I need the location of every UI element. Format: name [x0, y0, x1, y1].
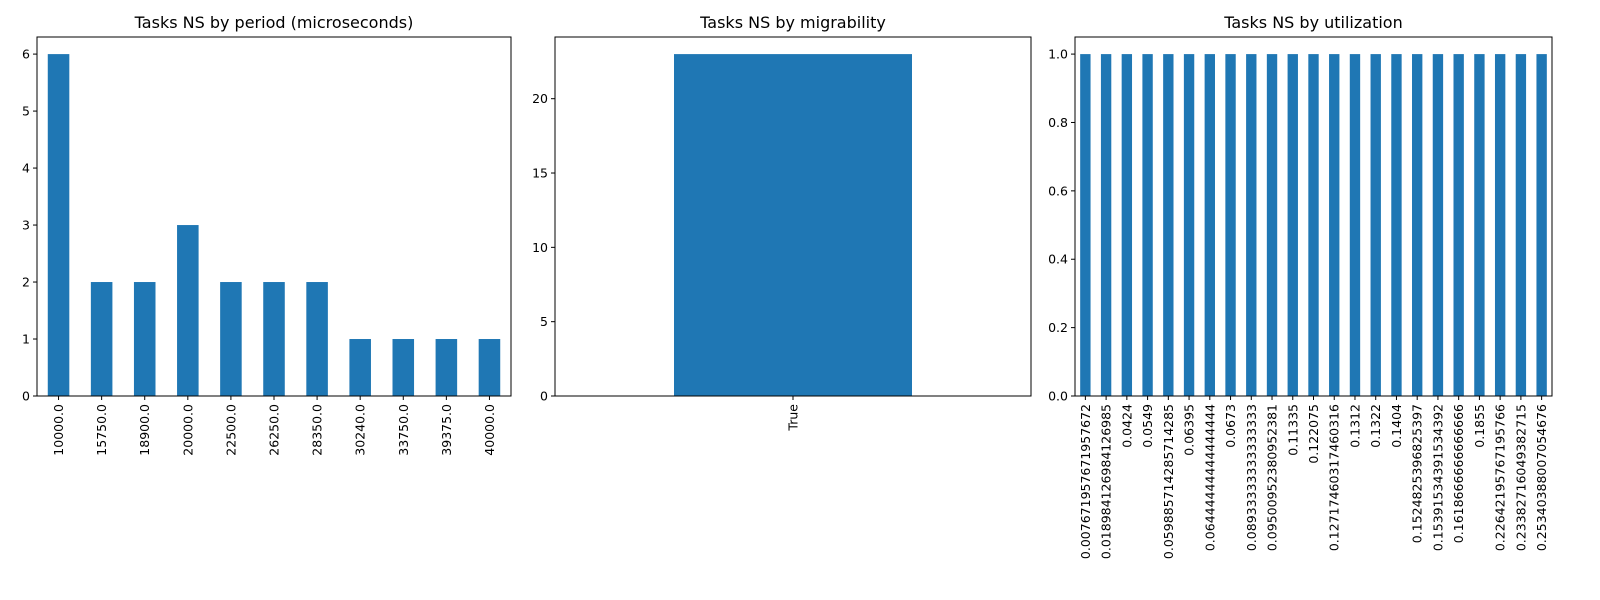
y-tick-label: 1.0 [1048, 47, 1068, 62]
x-tick-label: 0.23382716049382715 [1513, 404, 1528, 551]
x-tick-label: 33750.0 [396, 404, 411, 456]
x-tick-label: 0.059885714285714285 [1161, 404, 1176, 559]
axes-frame [36, 36, 512, 397]
bar [306, 282, 328, 396]
x-tick-label: 0.1404 [1389, 404, 1404, 448]
y-tick-label: 5 [540, 314, 548, 329]
bar [1474, 54, 1485, 396]
bar [674, 54, 912, 396]
x-tick-label: 26250.0 [267, 404, 282, 456]
bar [133, 282, 156, 396]
bar [1287, 54, 1298, 396]
y-tick-label: 4 [22, 161, 30, 176]
bar [220, 282, 242, 396]
bar [435, 339, 458, 396]
y-tick-label: 0 [540, 389, 548, 404]
bar [1536, 54, 1547, 396]
bar [1515, 54, 1527, 396]
x-tick-label: 0.0673 [1223, 404, 1238, 448]
x-tick-label: 10000.0 [51, 404, 66, 456]
bar [1412, 54, 1423, 396]
x-tick-label: 0.08933333333333333 [1244, 404, 1259, 551]
bar [1121, 54, 1133, 396]
x-tick-label: 0.09500952380952381 [1265, 404, 1280, 551]
x-tick-label: 0.1524825396825397 [1410, 404, 1425, 543]
x-tick-label: 39375.0 [439, 404, 454, 456]
chart-utilization: Tasks NS by utilization 0.0 0.2 0.4 0.6 0.8 1.… [1048, 13, 1553, 559]
axes-frame [554, 36, 1032, 397]
x-tick-label: 0.1322 [1368, 404, 1383, 448]
x-tick-label: 28350.0 [310, 404, 325, 456]
x-tick-label: 0.0424 [1119, 404, 1134, 448]
y-tick-label: 1 [22, 332, 30, 347]
bar [1163, 54, 1174, 396]
bar [1246, 54, 1257, 396]
x-tick-label: 0.06395 [1182, 404, 1197, 456]
y-tick-label: 15 [532, 166, 548, 181]
bar [1308, 54, 1319, 396]
x-tick-label: 0.122075 [1306, 404, 1321, 464]
x-tick-label: 30240.0 [353, 404, 368, 456]
y-tick-label: 0.8 [1048, 115, 1068, 130]
axes-frame [1074, 36, 1553, 397]
x-tick-label: 0.22642195767195766 [1493, 404, 1508, 551]
bar [1266, 54, 1278, 396]
bar [478, 339, 501, 396]
y-tick-label: 6 [22, 47, 30, 62]
bar [1183, 54, 1195, 396]
bar [1391, 54, 1402, 396]
bar [1329, 54, 1340, 396]
x-tick-label: True [786, 404, 801, 432]
chart-period: Tasks NS by period (microseconds) 0 1 2 3 4 5 6… [22, 13, 512, 456]
x-tick-label: 0.25340388007054676 [1534, 404, 1549, 551]
bar [47, 54, 70, 396]
bar [1225, 54, 1236, 396]
x-tick-label: 18900.0 [137, 404, 152, 456]
bar [392, 339, 415, 396]
x-tick-label: 0.1855 [1472, 404, 1487, 448]
bar [1080, 54, 1091, 396]
chart-migrability: Tasks NS by migrability 0 5 10 15 20 True [532, 13, 1032, 432]
bar [1453, 54, 1464, 396]
chart-title: Tasks NS by period (microseconds) [134, 13, 414, 32]
bar [177, 225, 199, 396]
bar [349, 339, 371, 396]
chart-title: Tasks NS by migrability [699, 13, 886, 32]
bar [263, 282, 285, 396]
x-tick-label: 15750.0 [94, 404, 109, 456]
x-tick-label: 0.007671957671957672 [1078, 404, 1093, 559]
bar [1142, 54, 1153, 396]
x-tick-label: 0.1618666666666666 [1451, 404, 1466, 543]
y-tick-label: 2 [22, 275, 30, 290]
y-tick-label: 10 [532, 240, 548, 255]
x-tick-label: 0.06444444444444444 [1202, 404, 1217, 551]
x-tick-label: 0.12717460317460316 [1327, 404, 1342, 551]
y-tick-label: 0.4 [1048, 252, 1068, 267]
y-tick-label: 3 [22, 218, 30, 233]
x-tick-label: 40000.0 [482, 404, 497, 456]
chart-title: Tasks NS by utilization [1223, 13, 1402, 32]
y-tick-label: 0.6 [1048, 183, 1068, 198]
x-tick-label: 0.018984126984126985 [1099, 404, 1114, 559]
x-tick-label: 20000.0 [180, 404, 195, 456]
bar [1204, 54, 1215, 396]
bar [1100, 54, 1112, 396]
bar [90, 282, 113, 396]
x-tick-label: 0.11335 [1285, 404, 1300, 456]
bar [1494, 54, 1506, 396]
y-tick-label: 0 [22, 389, 30, 404]
x-tick-label: 0.1312 [1347, 404, 1362, 448]
bar [1349, 54, 1361, 396]
bar [1432, 54, 1444, 396]
bar [1370, 54, 1381, 396]
x-tick-label: 0.15391534391534392 [1430, 404, 1445, 551]
x-tick-label: 0.0549 [1140, 404, 1155, 448]
x-tick-label: 22500.0 [223, 404, 238, 456]
y-tick-label: 5 [22, 104, 30, 119]
y-tick-label: 0.0 [1048, 389, 1068, 404]
y-tick-label: 0.2 [1048, 320, 1068, 335]
y-tick-label: 20 [532, 91, 548, 106]
